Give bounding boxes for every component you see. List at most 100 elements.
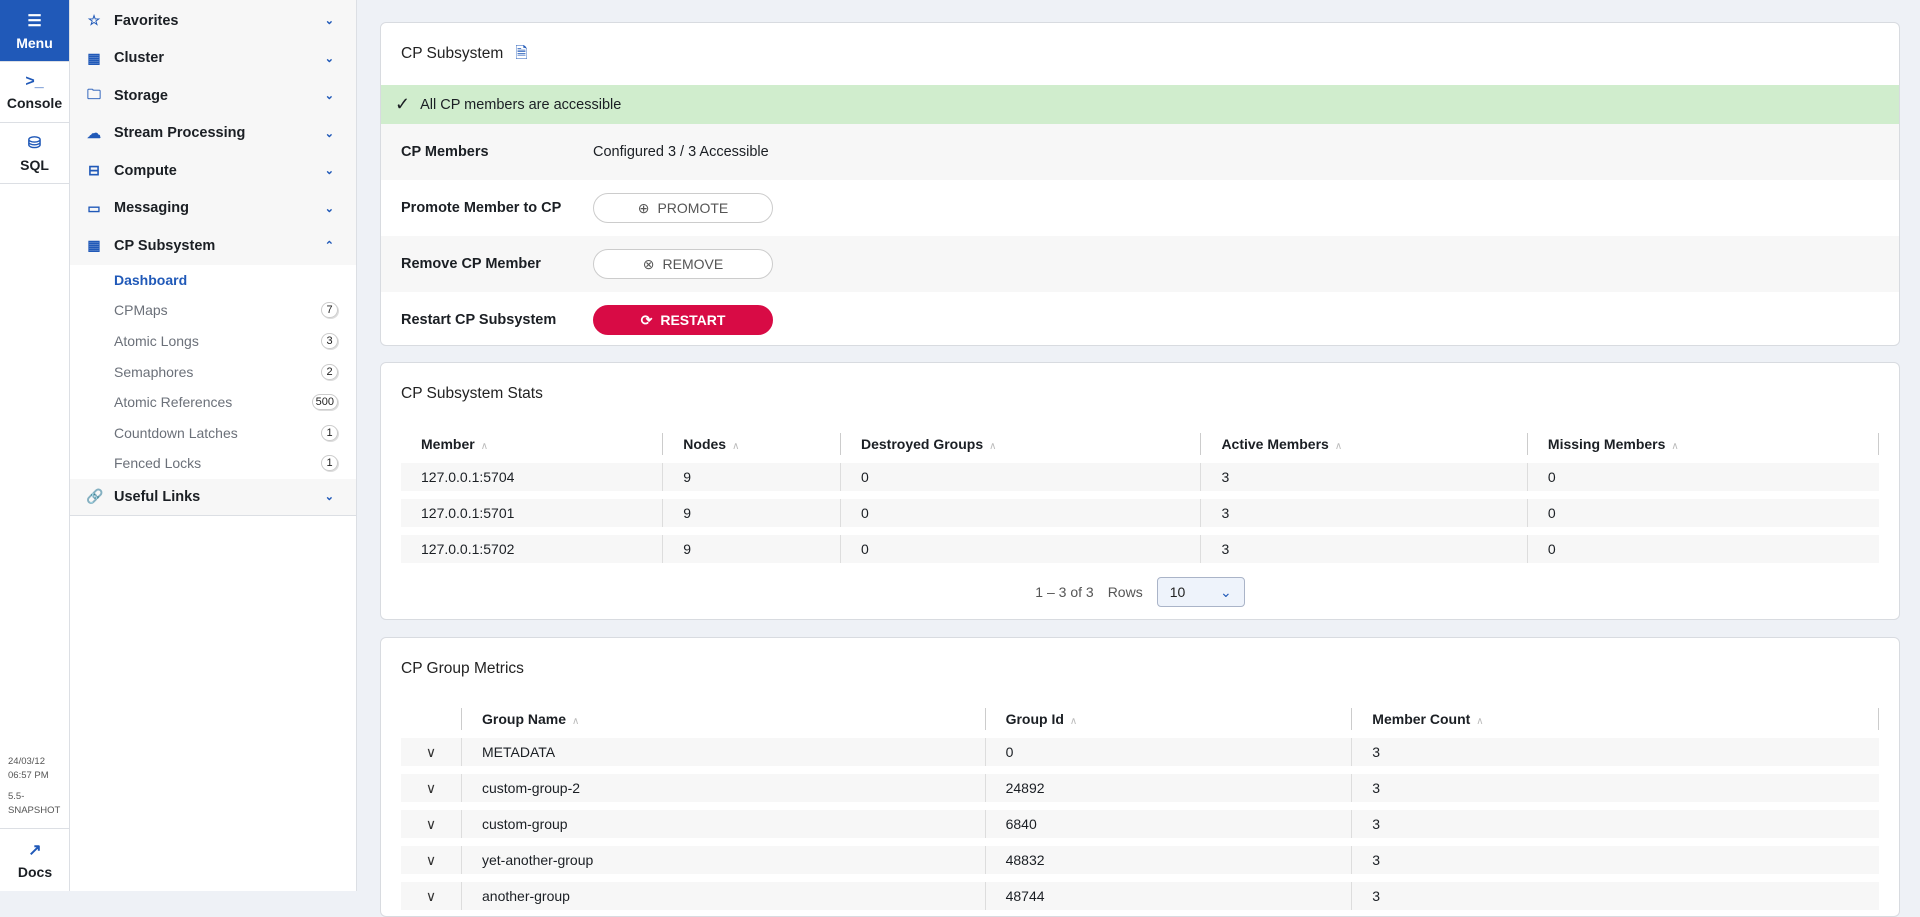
sidebar-subitem-semaphores[interactable]: Semaphores 2 (70, 356, 356, 387)
table-cell: 3 (1200, 535, 1527, 563)
section-label: CP Subsystem (114, 237, 216, 254)
table-row[interactable]: ∨ custom-group 6840 3 (401, 810, 1879, 838)
console-button[interactable]: >_ Console (0, 62, 69, 123)
column-label: Destroyed Groups (860, 436, 984, 452)
sort-icon[interactable]: ∧ (1334, 441, 1343, 452)
promote-button[interactable]: ⊕ PROMOTE (593, 193, 773, 223)
row-value: Configured 3 / 3 Accessible (593, 144, 769, 160)
group-metrics-card: CP Group Metrics Group Name ∧ Group Id ∧ Mem… (380, 637, 1900, 917)
column-label: Missing Members (1547, 436, 1666, 452)
database-icon: ⛁ (27, 135, 42, 152)
sidebar-subitem-atomic-references[interactable]: Atomic References 500 (70, 387, 356, 418)
sidebar-item-cluster[interactable]: ▦ Cluster ⌄ (70, 39, 356, 77)
section-label: Messaging (114, 200, 189, 217)
menu-label: Menu (16, 34, 53, 51)
document-icon[interactable]: 🗎 (515, 44, 528, 62)
table-row[interactable]: 127.0.0.1:5702 9 0 3 0 (401, 535, 1879, 563)
column-header[interactable]: Member ∧ (401, 433, 662, 455)
link-icon: 🔗 (86, 488, 104, 505)
row-label: Restart CP Subsystem (401, 312, 557, 328)
sql-button[interactable]: ⛁ SQL (0, 123, 69, 184)
table-cell: 48832 (984, 846, 1352, 874)
table-row[interactable]: ∨ custom-group-2 24892 3 (401, 774, 1879, 802)
subitem-label: Atomic References (114, 394, 233, 411)
expand-chevron-icon[interactable]: ∨ (401, 774, 461, 802)
sidebar-subitem-cpmaps[interactable]: CPMaps 7 (70, 295, 356, 326)
sidebar-subitem-fenced-locks[interactable]: Fenced Locks 1 (70, 448, 356, 479)
sidebar-item-stream-processing[interactable]: ☁ Stream Processing ⌄ (70, 114, 356, 152)
column-label: Member Count (1372, 711, 1471, 727)
table-cell: 0 (839, 535, 1201, 563)
rows-per-page-select[interactable]: 10 ⌄ (1156, 577, 1245, 607)
sort-icon[interactable]: ∧ (572, 716, 580, 727)
remove-button[interactable]: ⊗ REMOVE (593, 249, 773, 279)
section-label: Useful Links (114, 488, 201, 505)
table-cell: 127.0.0.1:5702 (401, 535, 663, 563)
list-icon: ☰ (27, 12, 42, 30)
refresh-icon: ⟳ (640, 311, 653, 328)
x-circle-icon: ⊗ (642, 255, 655, 272)
expand-chevron-icon[interactable]: ∨ (401, 882, 461, 910)
docs-label: Docs (17, 864, 53, 880)
table-row[interactable]: ∨ yet-another-group 48832 3 (401, 846, 1879, 874)
star-icon: ☆ (87, 12, 101, 29)
table-row[interactable]: ∨ another-group 48744 3 (401, 882, 1879, 910)
sidebar-item-favorites[interactable]: ☆ Favorites ⌄ (70, 2, 356, 40)
table-row[interactable]: 127.0.0.1:5701 9 0 3 0 (401, 499, 1879, 527)
chevron-down-icon: ⌄ (324, 52, 334, 65)
docs-button[interactable]: ↗ Docs (0, 828, 70, 891)
table-cell: 48744 (984, 882, 1352, 910)
promote-row: Promote Member to CP ⊕ PROMOTE (381, 180, 1899, 236)
sort-icon[interactable]: ∧ (480, 441, 489, 452)
column-header[interactable]: Destroyed Groups ∧ (839, 433, 1200, 455)
groups-table: Group Name ∧ Group Id ∧ Member Count ∧ ∨ METADA… (401, 700, 1879, 916)
subitem-label: CPMaps (114, 302, 168, 319)
sidebar-subitem-dashboard[interactable]: Dashboard (70, 265, 356, 296)
chevron-down-icon: ⌄ (324, 202, 334, 215)
sidebar-subitem-countdown-latches[interactable]: Countdown Latches 1 (70, 417, 356, 448)
count-badge: 1 (321, 424, 338, 441)
menu-button[interactable]: ☰ Menu (0, 0, 69, 62)
column-header[interactable]: Missing Members ∧ (1526, 433, 1879, 455)
sidebar-item-cp-subsystem[interactable]: ▦ CP Subsystem ⌃ (70, 227, 356, 265)
rows-label: Rows (1107, 584, 1143, 600)
page-range: 1 – 3 of 3 (1035, 584, 1094, 600)
build-info: 24/03/12 06:57 PM 5.5- SNAPSHOT (8, 755, 60, 818)
column-header[interactable]: Nodes ∧ (662, 433, 840, 455)
column-header[interactable]: Active Members ∧ (1200, 433, 1526, 455)
sidebar-item-compute[interactable]: ⊟ Compute ⌄ (70, 152, 356, 190)
expand-chevron-icon[interactable]: ∨ (401, 738, 461, 766)
table-cell: 3 (1351, 882, 1879, 910)
table-cell: 6840 (984, 810, 1352, 838)
cp-overview-card: CP Subsystem 🗎 ✓ All CP members are access… (380, 22, 1900, 346)
table-cell: custom-group (461, 810, 985, 838)
expand-chevron-icon[interactable]: ∨ (401, 810, 461, 838)
section-label: Cluster (114, 50, 164, 67)
sidebar-item-messaging[interactable]: ▭ Messaging ⌄ (70, 189, 356, 227)
sort-icon[interactable]: ∧ (989, 441, 997, 452)
sort-icon[interactable]: ∧ (1671, 441, 1679, 452)
sort-icon[interactable]: ∧ (1476, 716, 1484, 727)
restart-button[interactable]: ⟳ RESTART (593, 305, 773, 335)
button-label: PROMOTE (657, 200, 729, 216)
sort-icon[interactable]: ∧ (732, 441, 740, 452)
expand-chevron-icon[interactable]: ∨ (401, 846, 461, 874)
cloud-icon: ☁ (87, 124, 101, 141)
button-label: RESTART (660, 312, 726, 328)
column-header[interactable]: Member Count ∧ (1351, 708, 1879, 730)
table-row[interactable]: 127.0.0.1:5704 9 0 3 0 (401, 463, 1879, 491)
sidebar-item-storage[interactable]: 🗀 Storage ⌄ (70, 77, 356, 115)
chevron-up-icon: ⌃ (324, 240, 334, 253)
subitem-label: Dashboard (114, 271, 188, 288)
column-header[interactable]: Group Name ∧ (461, 708, 985, 730)
folder-icon: 🗀 (87, 85, 101, 102)
sort-icon[interactable]: ∧ (1069, 716, 1078, 727)
sidebar-subitem-atomic-longs[interactable]: Atomic Longs 3 (70, 326, 356, 357)
table-cell: custom-group-2 (461, 774, 985, 802)
column-header[interactable]: Group Id ∧ (984, 708, 1352, 730)
cp-members-row: CP Members Configured 3 / 3 Accessible (381, 124, 1899, 180)
sidebar: ☆ Favorites ⌄ ▦ Cluster ⌄ 🗀 Storage ⌄ ☁ Stream Pro… (70, 0, 357, 891)
chevron-down-icon: ⌄ (324, 90, 334, 103)
sidebar-item-useful-links[interactable]: 🔗 Useful Links ⌄ (70, 478, 356, 517)
table-row[interactable]: ∨ METADATA 0 3 (401, 738, 1879, 766)
